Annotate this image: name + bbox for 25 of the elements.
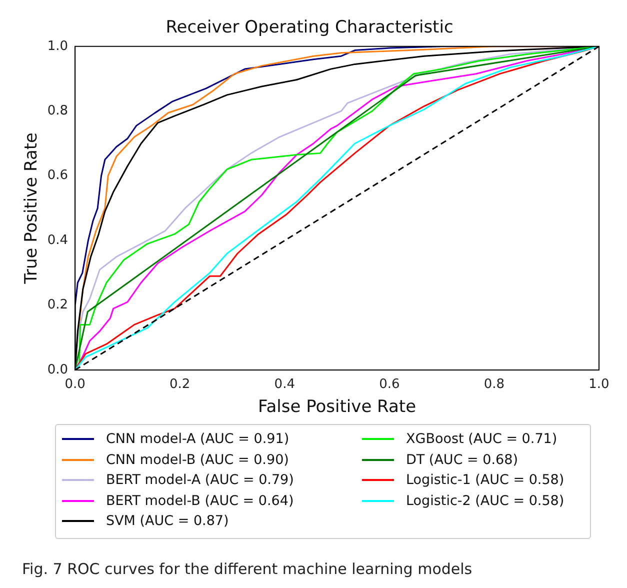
x-tick-label: 0.8 [484,377,505,392]
y-tick-label: 0.4 [47,232,68,248]
x-tick-label: 1.0 [588,377,610,392]
y-tick-label: 0.6 [47,168,68,184]
legend-label: DT (AUC = 0.68) [406,452,518,468]
legend-label: SVM (AUC = 0.87) [106,513,229,530]
y-tick-label: 1.0 [47,38,68,54]
x-axis-title: False Positive Rate [258,397,416,418]
y-tick-label: 0.8 [47,103,68,118]
legend-label: BERT model-B (AUC = 0.64) [106,492,294,509]
y-axis-title: True Positive Rate [22,132,42,285]
legend-label: BERT model-A (AUC = 0.79) [106,472,294,488]
x-tick-label: 0.2 [170,377,190,392]
legend-label: CNN model-A (AUC = 0.91) [106,431,290,448]
caption: Fig. 7 ROC curves for the different machine learning models [22,560,472,578]
legend-label: XGBoost (AUC = 0.71) [406,431,558,448]
y-tick-label: 0.0 [47,362,68,378]
x-tick-label: 0.0 [64,377,86,392]
legend-label: CNN model-B (AUC = 0.90) [106,452,289,468]
legend-label: Logistic-2 (AUC = 0.58) [406,492,564,509]
legend-label: Logistic-1 (AUC = 0.58) [406,472,564,488]
x-tick-label: 0.4 [274,377,295,392]
x-tick-label: 0.6 [379,377,400,392]
chart-title: Receiver Operating Characteristic [166,18,454,38]
y-tick-label: 0.2 [47,298,68,313]
